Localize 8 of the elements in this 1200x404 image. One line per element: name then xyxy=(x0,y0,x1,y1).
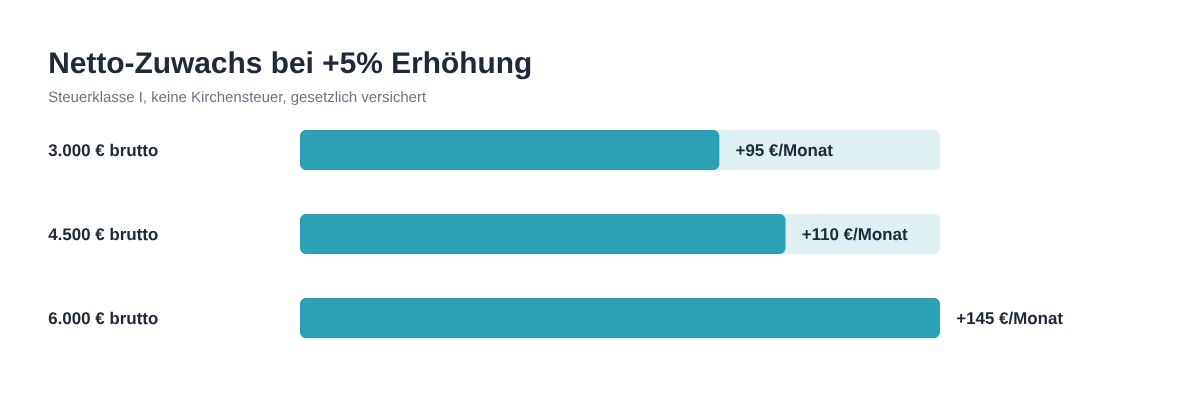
chart-title: Netto-Zuwachs bei +5% Erhöhung xyxy=(50,51,531,80)
y-tick-label: 4.500 € brutto xyxy=(48,227,158,241)
data-label: +95 €/Monat xyxy=(736,143,833,157)
data-label: +110 €/Monat xyxy=(802,227,908,241)
y-tick-label: 6.000 € brutto xyxy=(48,311,158,325)
data-label: +145 €/Monat xyxy=(956,311,1063,325)
chart-subtitle: Steuerklasse I, keine Kirchensteuer, gesetzlich versichert xyxy=(48,91,426,106)
y-tick-label: 3.000 € brutto xyxy=(48,143,158,157)
